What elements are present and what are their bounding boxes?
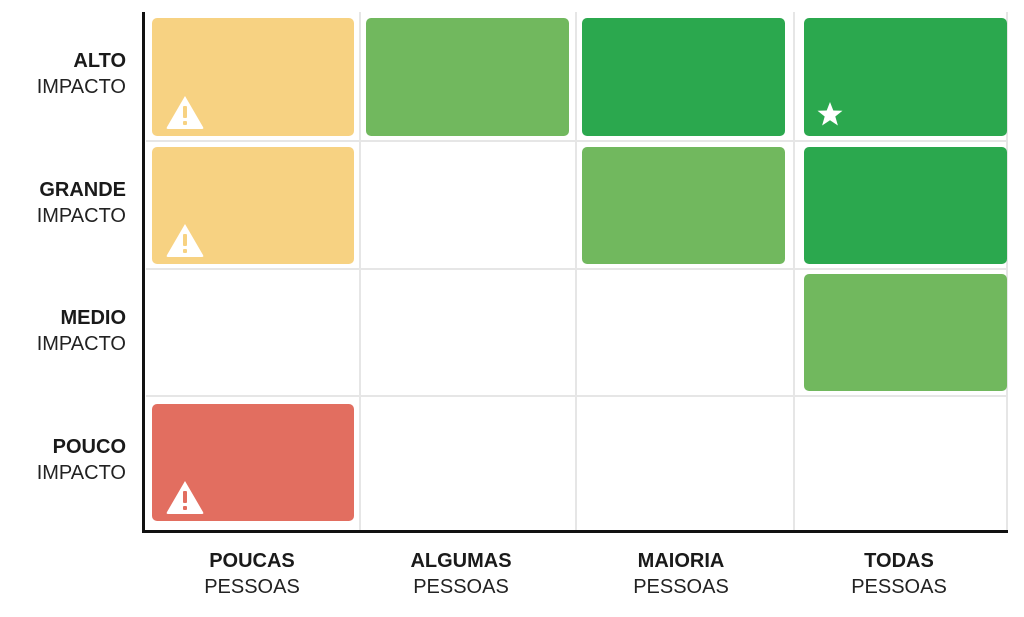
row-label-medio: MEDIO IMPACTO xyxy=(0,305,126,357)
row-label-bold: POUCO xyxy=(52,436,126,458)
grid-line xyxy=(1006,12,1008,530)
cell-alto-poucas xyxy=(152,18,354,136)
cell-alto-maioria xyxy=(582,18,785,136)
row-label-light: IMPACTO xyxy=(36,205,126,227)
cell-grande-todas xyxy=(804,147,1007,264)
column-label-light: PESSOAS xyxy=(204,576,300,598)
column-label-poucas: POUCAS PESSOAS xyxy=(152,548,352,600)
column-label-light: PESSOAS xyxy=(413,576,509,598)
column-label-bold: TODAS xyxy=(864,550,934,572)
column-label-bold: MAIORIA xyxy=(637,550,725,572)
grid-line xyxy=(146,268,1008,270)
cell-medio-todas xyxy=(804,274,1007,391)
grid-line xyxy=(146,140,1008,142)
star-icon xyxy=(816,100,844,128)
grid-line xyxy=(359,12,361,530)
column-label-maioria: MAIORIA PESSOAS xyxy=(581,548,781,600)
cell-alto-algumas xyxy=(366,18,569,136)
row-label-grande: GRANDE IMPACTO xyxy=(0,177,126,229)
column-label-bold: ALGUMAS xyxy=(410,550,512,572)
row-label-bold: GRANDE xyxy=(39,179,126,201)
grid-line xyxy=(146,395,1008,397)
row-label-light: IMPACTO xyxy=(36,76,126,98)
row-label-bold: MEDIO xyxy=(60,307,126,329)
column-label-light: PESSOAS xyxy=(633,576,729,598)
cell-alto-todas xyxy=(804,18,1007,136)
warning-icon xyxy=(165,479,205,515)
column-label-bold: POUCAS xyxy=(209,550,295,572)
row-label-bold: ALTO xyxy=(73,50,126,72)
column-label-algumas: ALGUMAS PESSOAS xyxy=(361,548,561,600)
cell-pouco-poucas xyxy=(152,404,354,521)
cell-grande-maioria xyxy=(582,147,785,264)
row-label-light: IMPACTO xyxy=(36,333,126,355)
column-label-light: PESSOAS xyxy=(851,576,947,598)
cell-grande-poucas xyxy=(152,147,354,264)
column-label-todas: TODAS PESSOAS xyxy=(799,548,999,600)
grid-line xyxy=(793,12,795,530)
warning-icon xyxy=(165,222,205,258)
x-axis xyxy=(142,530,1008,533)
grid-line xyxy=(575,12,577,530)
y-axis xyxy=(142,12,145,533)
warning-icon xyxy=(165,94,205,130)
row-label-light: IMPACTO xyxy=(36,462,126,484)
row-label-alto: ALTO IMPACTO xyxy=(0,48,126,100)
row-label-pouco: POUCO IMPACTO xyxy=(0,434,126,486)
